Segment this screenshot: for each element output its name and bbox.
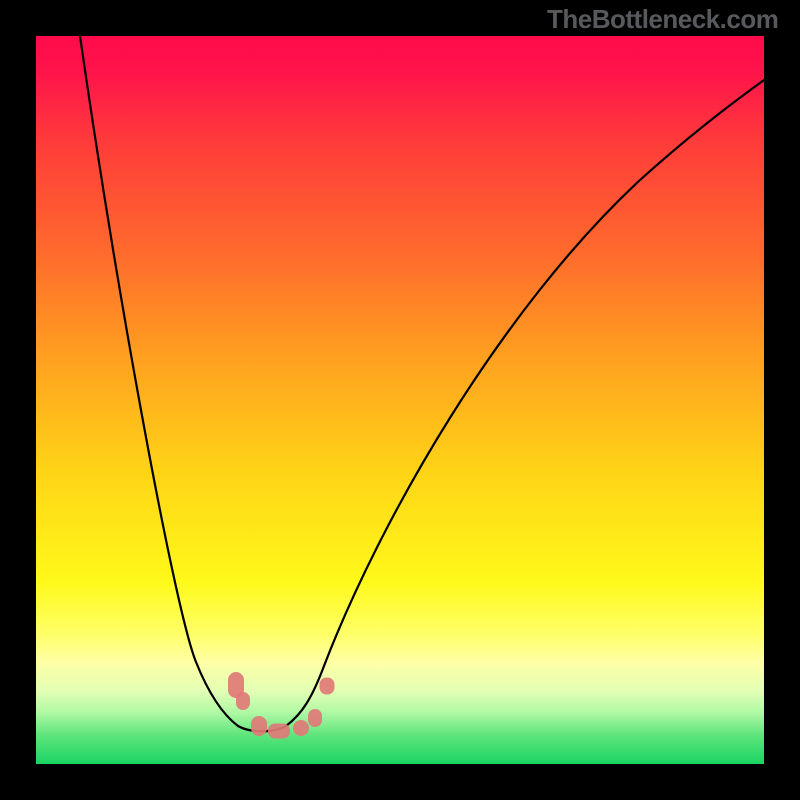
data-marker — [251, 716, 267, 736]
data-marker — [308, 709, 322, 727]
data-marker — [268, 724, 290, 739]
data-marker — [293, 720, 309, 736]
data-marker — [236, 692, 250, 710]
data-marker — [320, 678, 335, 695]
data-markers — [36, 36, 764, 764]
